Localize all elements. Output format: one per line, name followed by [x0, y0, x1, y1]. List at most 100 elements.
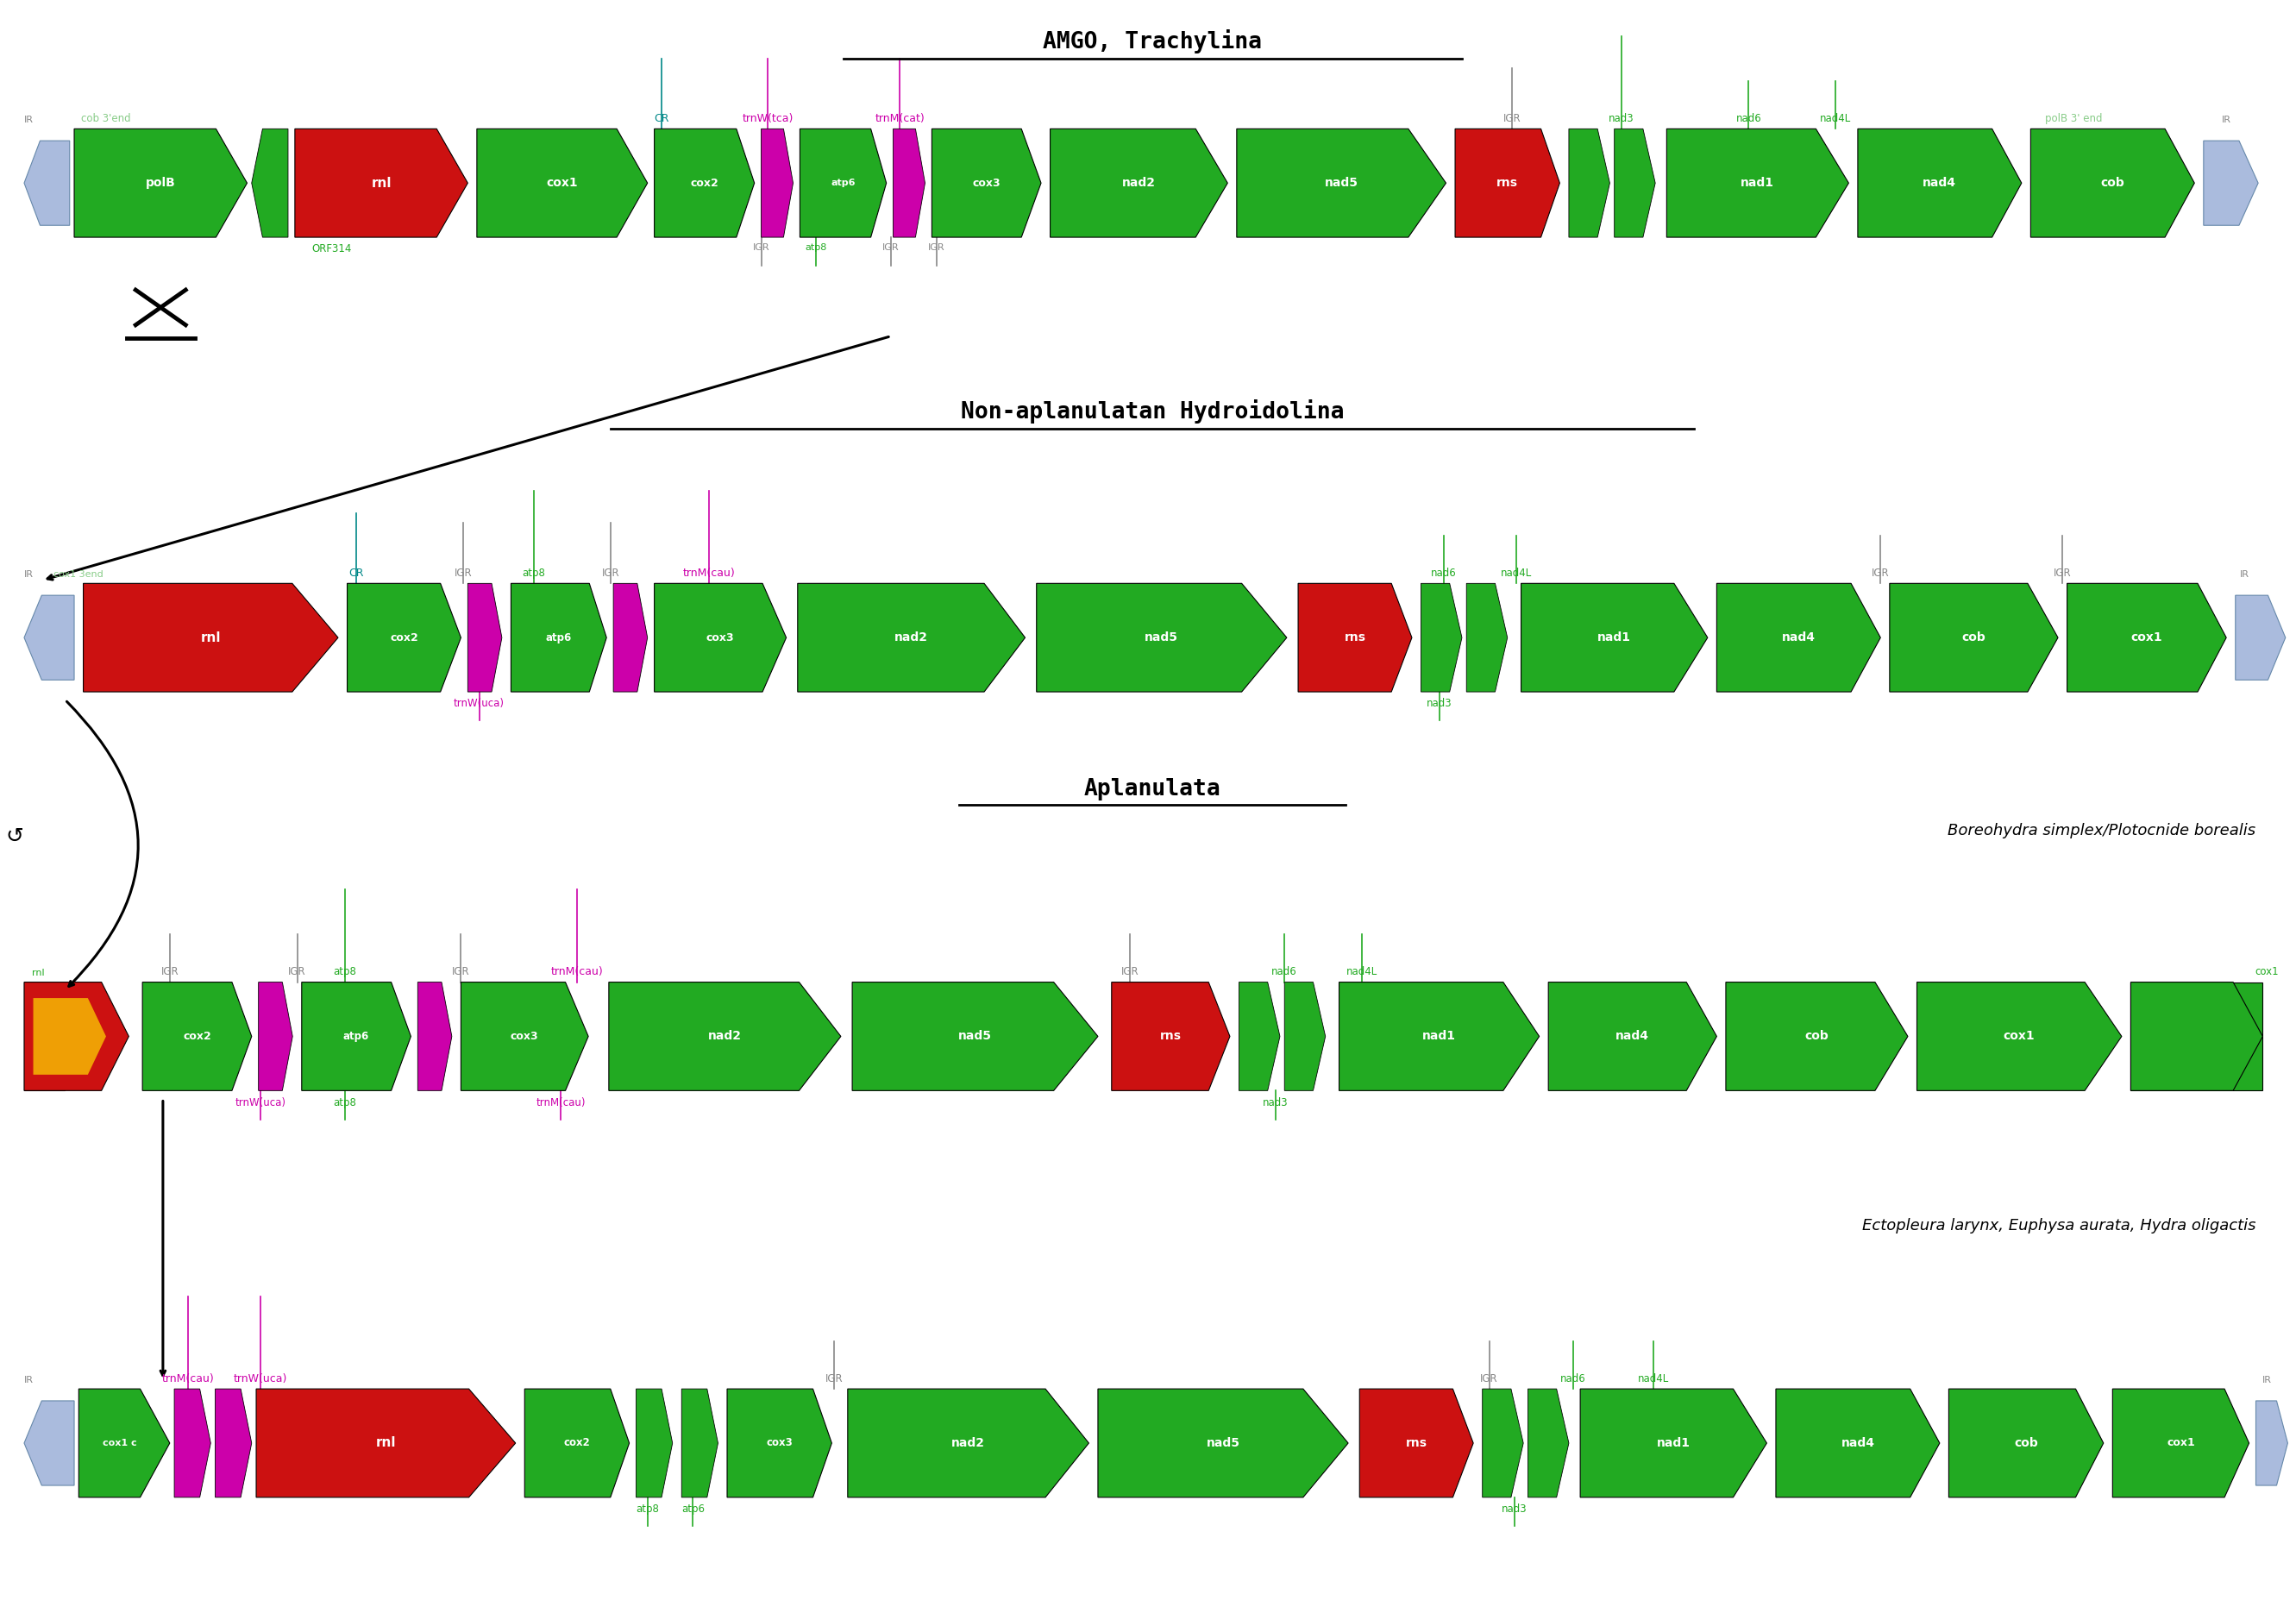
Polygon shape — [78, 1388, 170, 1498]
Text: nad6: nad6 — [1272, 966, 1297, 977]
Text: cox2: cox2 — [565, 1438, 590, 1448]
Text: trnW(uca): trnW(uca) — [234, 1098, 287, 1109]
Polygon shape — [636, 1388, 673, 1498]
Text: nad4L: nad4L — [1345, 966, 1378, 977]
Polygon shape — [478, 129, 647, 238]
Text: cox1: cox1 — [2004, 1030, 2034, 1043]
Polygon shape — [2236, 595, 2285, 680]
Text: nad6: nad6 — [1430, 567, 1456, 579]
Text: trnM(cau): trnM(cau) — [537, 1098, 585, 1109]
Polygon shape — [25, 1401, 73, 1485]
Text: cox2: cox2 — [691, 177, 719, 188]
Polygon shape — [2112, 1388, 2250, 1498]
Text: nad2: nad2 — [895, 632, 928, 644]
Text: IGR: IGR — [161, 966, 179, 977]
Text: cox1: cox1 — [2167, 1438, 2195, 1448]
Polygon shape — [461, 982, 588, 1091]
Polygon shape — [1339, 982, 1538, 1091]
Text: polB: polB — [145, 177, 174, 190]
Text: nad4: nad4 — [1922, 177, 1956, 190]
Text: rnl: rnl — [200, 632, 220, 644]
Text: atp6: atp6 — [682, 1504, 705, 1515]
Text: cox1 c: cox1 c — [103, 1438, 138, 1448]
Polygon shape — [847, 1388, 1088, 1498]
Text: cox1: cox1 — [2255, 966, 2280, 977]
Polygon shape — [1035, 583, 1286, 693]
Text: trnW(uca): trnW(uca) — [234, 1372, 287, 1384]
Text: cox3: cox3 — [767, 1438, 792, 1448]
Text: IR: IR — [2262, 1376, 2273, 1384]
Polygon shape — [253, 129, 287, 238]
Text: IR: IR — [23, 1376, 34, 1384]
Text: nad3: nad3 — [1426, 697, 1451, 709]
Polygon shape — [1527, 1388, 1568, 1498]
Polygon shape — [1520, 583, 1708, 693]
Text: IR: IR — [2241, 570, 2250, 579]
Text: atp6: atp6 — [546, 632, 572, 643]
Text: Ectopleura larynx, Euphysa aurata, Hydra oligactis: Ectopleura larynx, Euphysa aurata, Hydra… — [1862, 1218, 2257, 1234]
Text: IGR: IGR — [1504, 112, 1520, 124]
Text: CR: CR — [349, 567, 363, 579]
Polygon shape — [1727, 982, 1908, 1091]
Text: IGR: IGR — [455, 567, 473, 579]
Text: polB 3' end: polB 3' end — [2046, 112, 2103, 124]
Polygon shape — [257, 1388, 517, 1498]
Text: cox3: cox3 — [974, 177, 1001, 188]
Polygon shape — [512, 583, 606, 693]
Text: IGR: IGR — [452, 966, 471, 977]
Polygon shape — [1297, 583, 1412, 693]
Text: nad4: nad4 — [1782, 632, 1816, 644]
Polygon shape — [32, 998, 106, 1075]
Text: nad5: nad5 — [957, 1030, 992, 1043]
Polygon shape — [608, 982, 840, 1091]
Polygon shape — [1097, 1388, 1348, 1498]
Polygon shape — [654, 583, 785, 693]
Text: Boreohydra simplex/Plotocnide borealis: Boreohydra simplex/Plotocnide borealis — [1947, 823, 2257, 839]
Polygon shape — [1717, 583, 1880, 693]
Polygon shape — [2257, 1401, 2287, 1485]
Polygon shape — [1483, 1388, 1522, 1498]
Polygon shape — [1111, 982, 1231, 1091]
Text: cob: cob — [2014, 1437, 2039, 1450]
Polygon shape — [2131, 982, 2264, 1091]
Text: trnW(uca): trnW(uca) — [455, 697, 505, 709]
Text: trnW(tca): trnW(tca) — [742, 112, 794, 124]
Text: nad4L: nad4L — [1637, 1372, 1669, 1384]
Polygon shape — [259, 982, 292, 1091]
Polygon shape — [1049, 129, 1228, 238]
Text: nad6: nad6 — [1561, 1372, 1587, 1384]
Text: IGR: IGR — [882, 244, 900, 252]
Text: IR: IR — [23, 116, 34, 124]
Polygon shape — [1240, 982, 1279, 1091]
Text: IGR: IGR — [1481, 1372, 1497, 1384]
Text: IGR: IGR — [289, 966, 305, 977]
Text: nad4: nad4 — [1616, 1030, 1649, 1043]
Text: rns: rns — [1405, 1437, 1428, 1450]
Polygon shape — [1857, 129, 2020, 238]
Polygon shape — [797, 583, 1024, 693]
Polygon shape — [216, 1388, 253, 1498]
Text: atp8: atp8 — [806, 244, 827, 252]
Polygon shape — [1467, 583, 1508, 693]
Text: IGR: IGR — [928, 244, 946, 252]
Text: atp8: atp8 — [333, 1098, 356, 1109]
Text: IGR: IGR — [602, 567, 620, 579]
Text: nad6: nad6 — [1736, 112, 1761, 124]
Text: IR: IR — [2223, 116, 2232, 124]
Text: rns: rns — [1159, 1030, 1182, 1043]
Text: atp6: atp6 — [342, 1030, 370, 1041]
Text: cob 3'end: cob 3'end — [80, 112, 131, 124]
Polygon shape — [1580, 1388, 1766, 1498]
Text: cox1: cox1 — [546, 177, 579, 190]
Text: cox2: cox2 — [184, 1030, 211, 1041]
Text: IGR: IGR — [2053, 567, 2071, 579]
Polygon shape — [1775, 1388, 1940, 1498]
Text: rnl: rnl — [377, 1437, 395, 1450]
Text: cob: cob — [1961, 632, 1986, 644]
Polygon shape — [73, 129, 248, 238]
Polygon shape — [1283, 982, 1325, 1091]
Polygon shape — [1667, 129, 1848, 238]
Polygon shape — [347, 583, 461, 693]
Polygon shape — [83, 583, 338, 693]
Polygon shape — [682, 1388, 719, 1498]
